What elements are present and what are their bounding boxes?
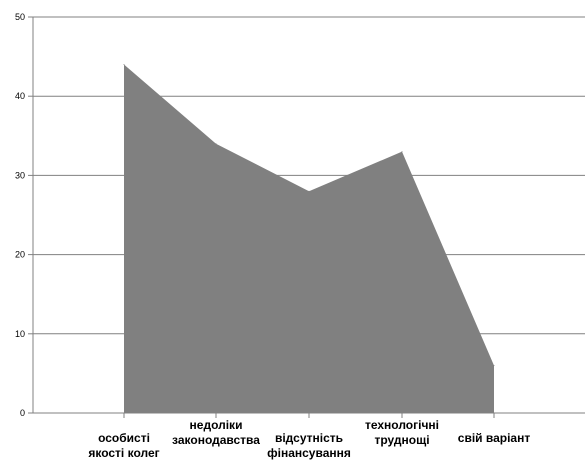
data-point bbox=[123, 64, 125, 66]
x-category-label: недоліки bbox=[190, 418, 243, 432]
axis-layer bbox=[28, 16, 585, 418]
x-category-label: якості колег bbox=[88, 446, 159, 460]
x-category-label: фінансування bbox=[267, 446, 351, 460]
x-category-label: законодавства bbox=[172, 433, 260, 447]
data-point bbox=[401, 151, 403, 153]
y-tick-label: 20 bbox=[15, 250, 25, 260]
x-category-label: труднощі bbox=[374, 433, 429, 447]
data-point bbox=[215, 143, 217, 145]
x-category-label: відсутність bbox=[275, 431, 343, 445]
y-tick-label: 40 bbox=[15, 91, 25, 101]
x-category-label: особисті bbox=[98, 431, 150, 445]
data-point bbox=[308, 190, 310, 192]
x-category-label: технологічні bbox=[365, 418, 439, 432]
data-point bbox=[493, 364, 495, 366]
area-series bbox=[124, 64, 494, 414]
y-tick-label: 10 bbox=[15, 329, 25, 339]
area-layer bbox=[123, 64, 495, 414]
y-tick-label: 30 bbox=[15, 170, 25, 180]
x-category-label: свій варіант bbox=[458, 431, 531, 445]
y-tick-label: 0 bbox=[20, 408, 25, 418]
y-tick-label: 50 bbox=[15, 12, 25, 22]
